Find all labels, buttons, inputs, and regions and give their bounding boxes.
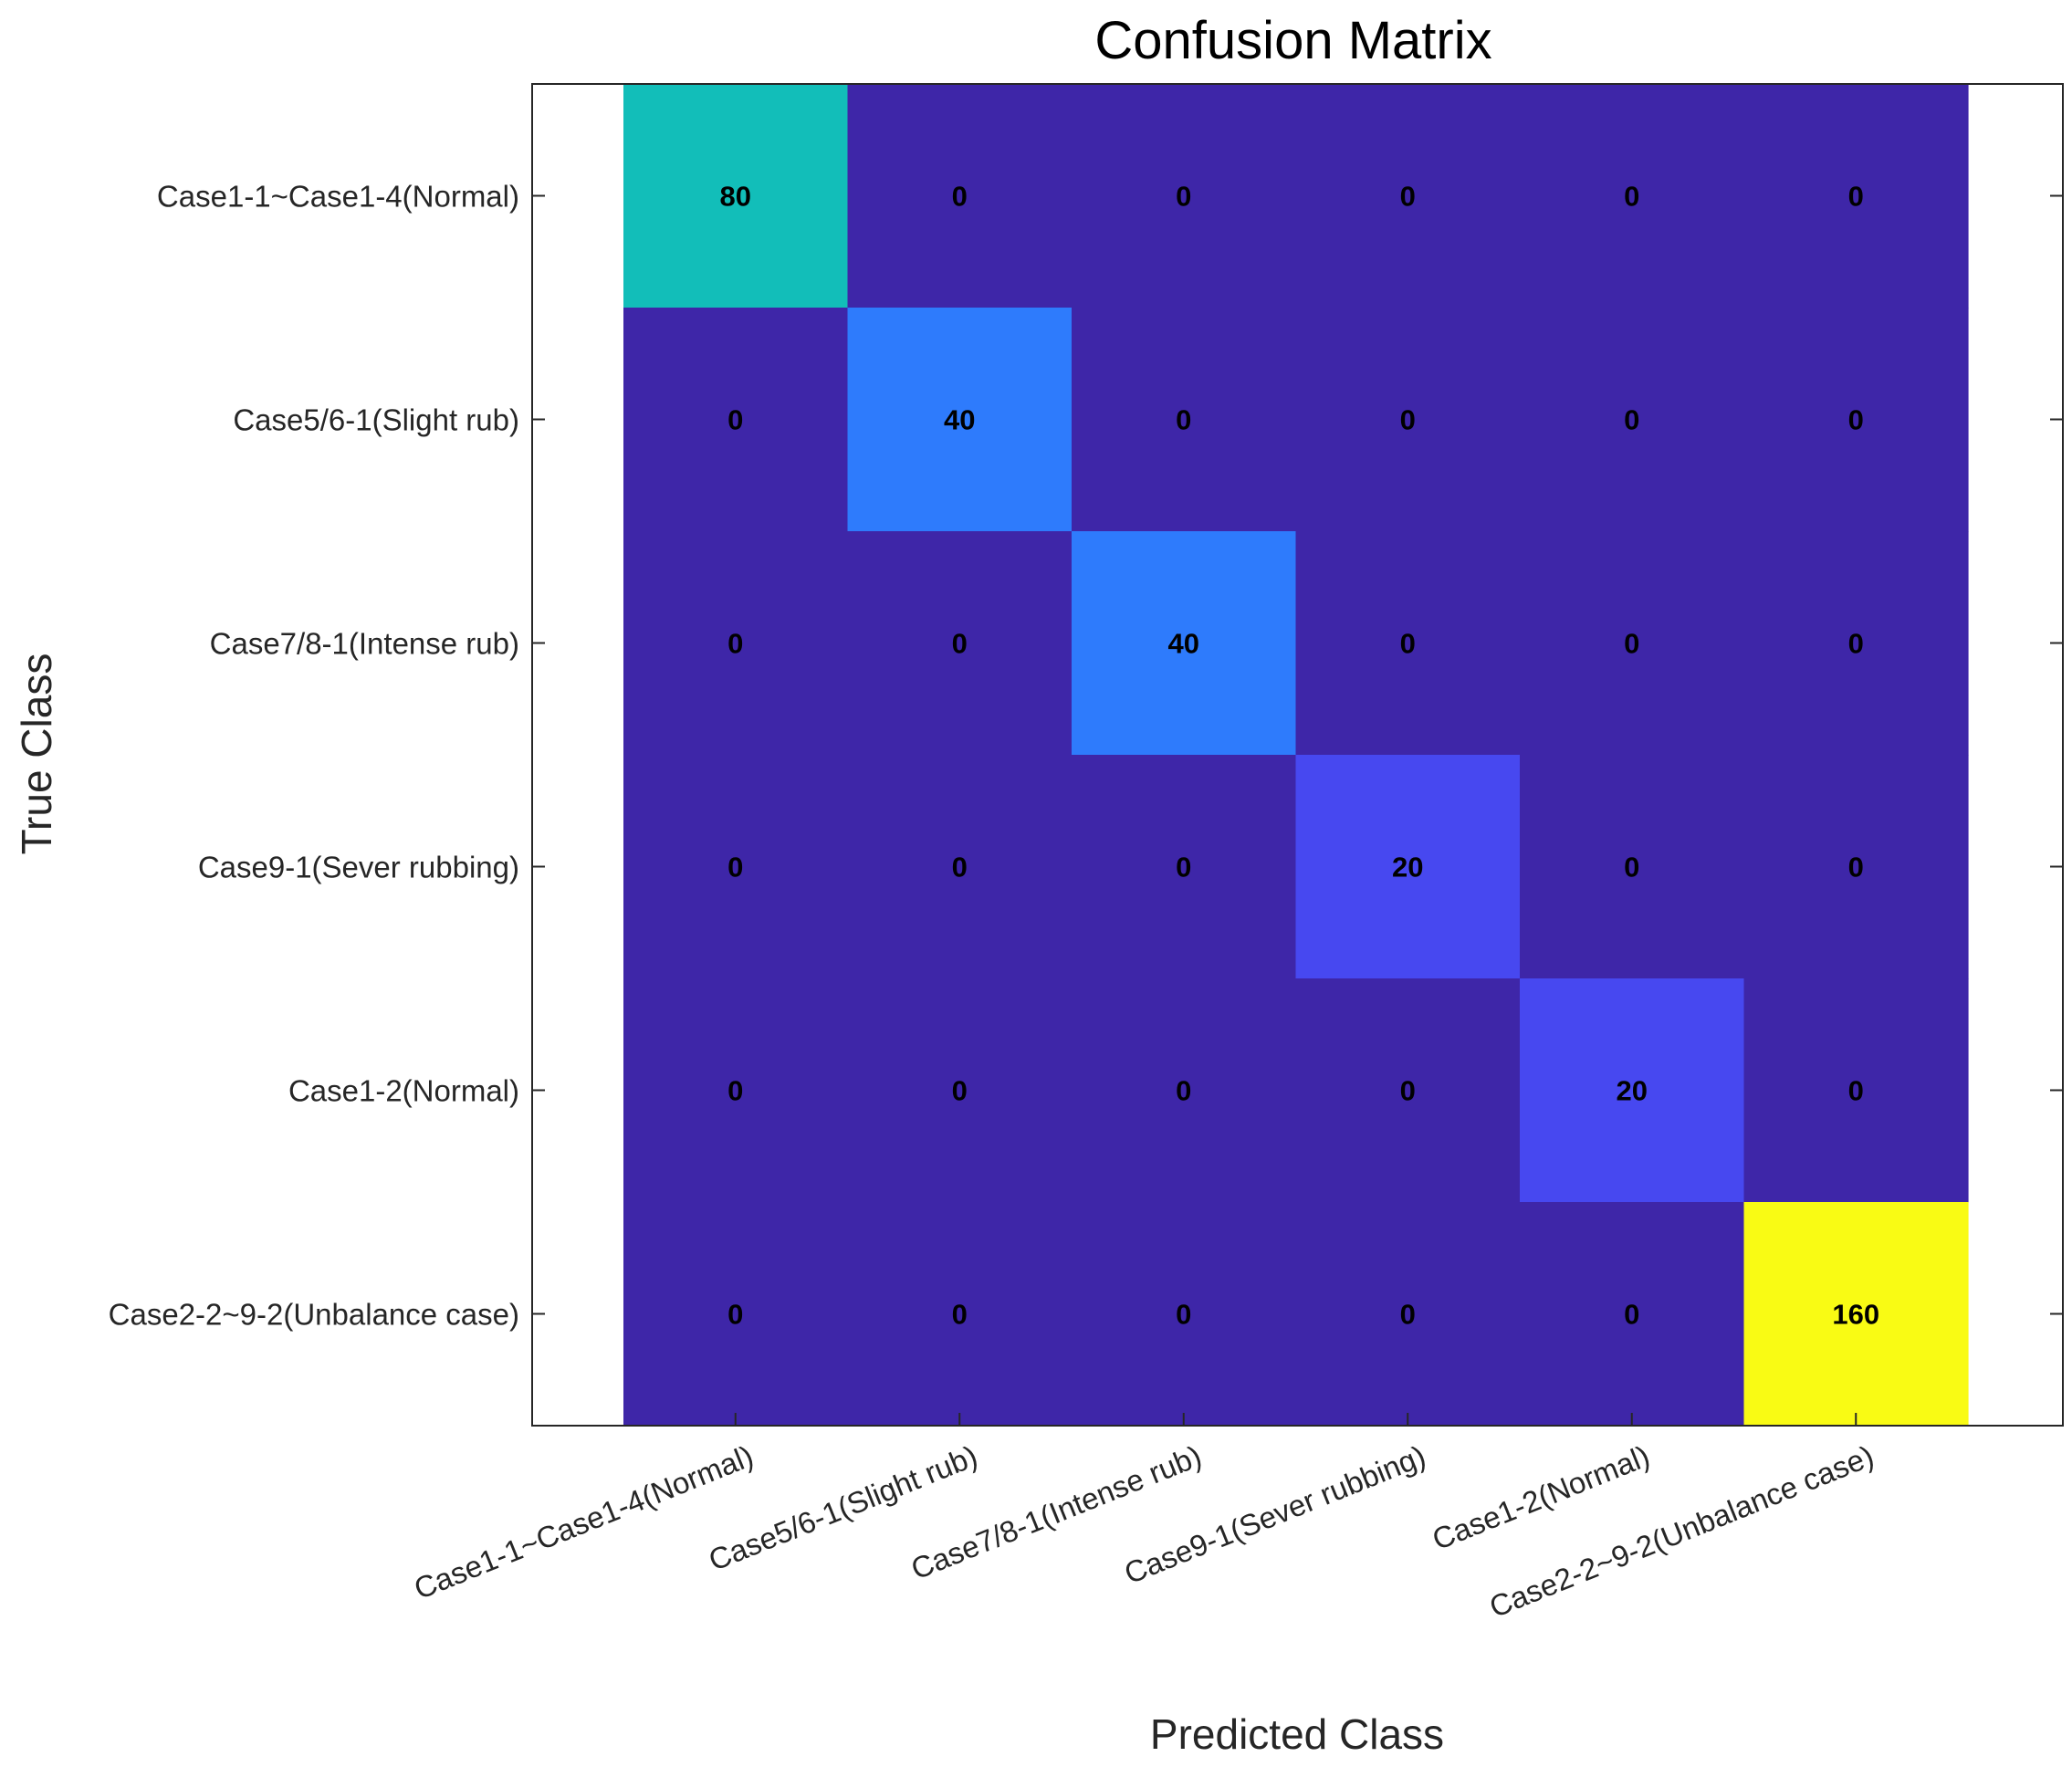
cell-value-r2-c4: 0 xyxy=(1624,628,1639,660)
heatmap-cell-r3-c5 xyxy=(1743,755,1969,979)
heatmap-cell-r0-c3 xyxy=(1295,84,1521,308)
heatmap-cell-r1-c5 xyxy=(1743,308,1969,532)
y-tick-label-3: Case9-1(Sever rubbing) xyxy=(198,851,519,884)
axes-box xyxy=(531,83,2064,1427)
cell-value-r1-c3: 0 xyxy=(1400,404,1416,436)
cell-value-r1-c5: 0 xyxy=(1848,404,1864,436)
cell-value-r3-c4: 0 xyxy=(1624,852,1639,884)
heatmap-cell-r4-c5 xyxy=(1743,978,1969,1203)
x-tick-label-0: Case1-1~Case1-4(Normal) xyxy=(409,1438,758,1605)
cell-value-r5-c3: 0 xyxy=(1400,1299,1416,1331)
cell-value-r5-c2: 0 xyxy=(1176,1299,1191,1331)
heatmap-cell-r4-c3 xyxy=(1295,978,1521,1203)
x-axis-label: Predicted Class xyxy=(1150,1710,1444,1758)
heatmap-cell-r5-c3 xyxy=(1295,1202,1521,1427)
heatmap-cell-r2-c1 xyxy=(847,531,1073,756)
heatmap-cell-r5-c4 xyxy=(1520,1202,1745,1427)
heatmap-cell-r1-c0 xyxy=(623,308,849,532)
cell-value-r5-c5: 160 xyxy=(1832,1299,1879,1331)
heatmap-cells xyxy=(623,84,1969,1427)
cell-value-r4-c3: 0 xyxy=(1400,1075,1416,1107)
cell-value-r3-c1: 0 xyxy=(952,852,968,884)
heatmap-cell-r4-c4 xyxy=(1520,978,1745,1203)
heatmap-cell-r3-c3 xyxy=(1295,755,1521,979)
cell-value-r4-c2: 0 xyxy=(1176,1075,1191,1107)
cell-value-r4-c5: 0 xyxy=(1848,1075,1864,1107)
cell-value-r0-c5: 0 xyxy=(1848,181,1864,213)
y-tick-label-2: Case7/8-1(Intense rub) xyxy=(210,627,519,661)
cell-value-r2-c2: 40 xyxy=(1168,628,1199,660)
cell-value-r5-c4: 0 xyxy=(1624,1299,1639,1331)
heatmap-cell-r4-c1 xyxy=(847,978,1073,1203)
cell-value-r3-c2: 0 xyxy=(1176,852,1191,884)
heatmap-cell-r5-c0 xyxy=(623,1202,849,1427)
y-tick-label-0: Case1-1~Case1-4(Normal) xyxy=(157,180,519,214)
heatmap-cell-r0-c4 xyxy=(1520,84,1745,308)
cell-value-r0-c0: 80 xyxy=(720,181,751,213)
cell-value-r5-c0: 0 xyxy=(727,1299,743,1331)
heatmap-cell-r5-c1 xyxy=(847,1202,1073,1427)
cell-value-r4-c4: 20 xyxy=(1617,1075,1648,1107)
cell-value-r0-c2: 0 xyxy=(1176,181,1191,213)
heatmap-cell-r2-c4 xyxy=(1520,531,1745,756)
cell-value-r2-c3: 0 xyxy=(1400,628,1416,660)
heatmap-cell-r4-c2 xyxy=(1072,978,1297,1203)
heatmap-cell-r0-c1 xyxy=(847,84,1073,308)
x-tick-labels: Case1-1~Case1-4(Normal)Case5/6-1(Slight … xyxy=(409,1438,1878,1624)
heatmap-cell-r3-c1 xyxy=(847,755,1073,979)
cell-value-r0-c3: 0 xyxy=(1400,181,1416,213)
y-tick-label-5: Case2-2~9-2(Unbalance case) xyxy=(109,1298,519,1332)
y-tick-labels: Case1-1~Case1-4(Normal) Case5/6-1(Slight … xyxy=(109,180,519,1332)
cell-value-r5-c1: 0 xyxy=(952,1299,968,1331)
heatmap-cell-r1-c3 xyxy=(1295,308,1521,532)
heatmap-cell-r4-c0 xyxy=(623,978,849,1203)
cell-value-r0-c1: 0 xyxy=(952,181,968,213)
heatmap-cell-r0-c0 xyxy=(623,84,849,308)
heatmap-cell-r0-c2 xyxy=(1072,84,1297,308)
heatmap-cell-r0-c5 xyxy=(1743,84,1969,308)
cell-value-r0-c4: 0 xyxy=(1624,181,1639,213)
heatmap-cell-r2-c5 xyxy=(1743,531,1969,756)
cell-value-r1-c4: 0 xyxy=(1624,404,1639,436)
heatmap-cell-r1-c4 xyxy=(1520,308,1745,532)
cell-value-r1-c0: 0 xyxy=(727,404,743,436)
cell-value-r2-c1: 0 xyxy=(952,628,968,660)
y-axis-label: True Class xyxy=(13,653,60,855)
axis-ticks xyxy=(532,194,2063,1426)
y-tick-label-1: Case5/6-1(Slight rub) xyxy=(233,403,519,437)
heatmap-cell-r3-c4 xyxy=(1520,755,1745,979)
heatmap-cell-r5-c2 xyxy=(1072,1202,1297,1427)
cell-value-r3-c0: 0 xyxy=(727,852,743,884)
chart-title: Confusion Matrix xyxy=(1094,11,1491,70)
heatmap-cell-r1-c2 xyxy=(1072,308,1297,532)
cell-value-r4-c1: 0 xyxy=(952,1075,968,1107)
cell-value-labels: 80 0 0 0 0 0 0 40 0 0 0 0 0 0 40 0 0 0 0 0 0 20 0 0 0 0 0 0 20 0 0 0 0 0 0… xyxy=(720,181,1880,1331)
cell-value-r1-c1: 40 xyxy=(944,404,975,436)
cell-value-r3-c5: 0 xyxy=(1848,852,1864,884)
heatmap-cell-r2-c0 xyxy=(623,531,849,756)
heatmap-cell-r2-c3 xyxy=(1295,531,1521,756)
heatmap-cell-r5-c5 xyxy=(1743,1202,1969,1427)
cell-value-r1-c2: 0 xyxy=(1176,404,1191,436)
heatmap-cell-r3-c0 xyxy=(623,755,849,979)
heatmap-cell-r2-c2 xyxy=(1072,531,1297,756)
heatmap-cell-r3-c2 xyxy=(1072,755,1297,979)
cell-value-r2-c0: 0 xyxy=(727,628,743,660)
cell-value-r4-c0: 0 xyxy=(727,1075,743,1107)
cell-value-r3-c3: 20 xyxy=(1392,852,1423,884)
heatmap-cell-r1-c1 xyxy=(847,308,1073,532)
cell-value-r2-c5: 0 xyxy=(1848,628,1864,660)
x-tick-label-5: Case2-2~9-2(Unbalance case) xyxy=(1484,1438,1878,1624)
y-tick-label-4: Case1-2(Normal) xyxy=(288,1074,519,1108)
